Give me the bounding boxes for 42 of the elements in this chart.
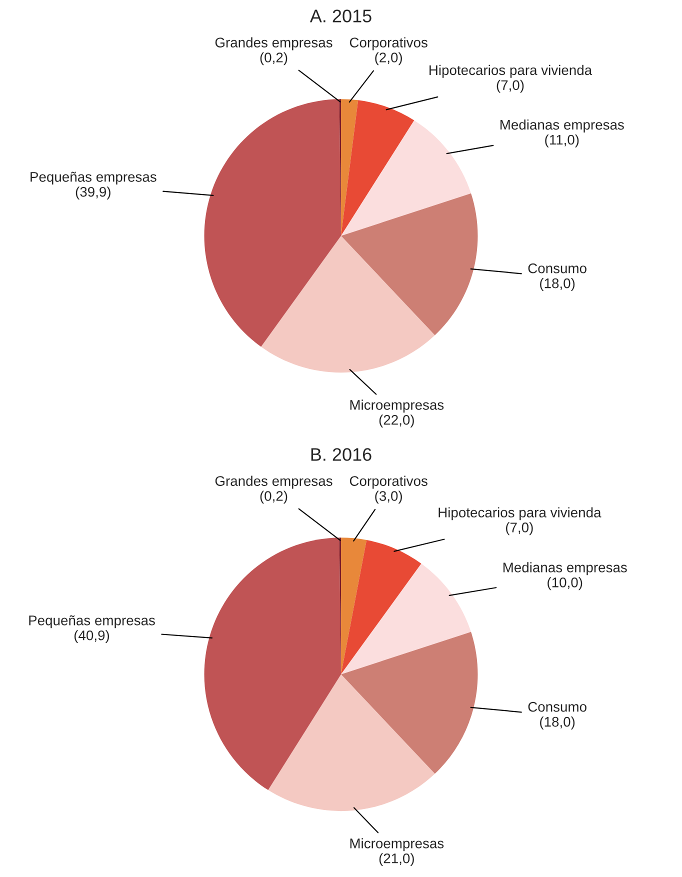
data-label: (10,0) xyxy=(548,577,582,590)
data-label: (39,9) xyxy=(76,186,110,200)
data-label: (0,2) xyxy=(260,490,288,504)
data-label: (11,0) xyxy=(545,134,579,148)
pie-slice xyxy=(341,538,367,674)
slice-label: Hipotecarios para vivienda xyxy=(438,507,602,520)
pie-slice xyxy=(341,99,358,236)
chart-title: B. 2016 xyxy=(311,448,372,461)
slice-label: Grandes empresas xyxy=(215,37,332,50)
slice-label: Corporativos xyxy=(350,37,428,50)
pie-slice xyxy=(341,100,414,236)
data-label: (7,0) xyxy=(496,80,524,93)
data-label: (0,2) xyxy=(260,52,288,66)
data-label: (2,0) xyxy=(375,52,402,66)
pie-slice xyxy=(341,193,478,336)
slice-label: Medianas empresas xyxy=(503,562,627,576)
slice-label: Medianas empresas xyxy=(500,119,624,132)
data-label: (21,0) xyxy=(379,853,414,866)
pie-slice xyxy=(341,540,422,674)
data-label: (3,0) xyxy=(375,490,402,504)
pie-slice xyxy=(204,538,341,790)
pie-slice xyxy=(268,674,435,812)
data-label: (18,0) xyxy=(540,278,575,291)
data-label: (18,0) xyxy=(540,716,575,730)
pie-slice xyxy=(341,120,472,236)
slice-label: Consumo xyxy=(528,263,586,274)
slice-label: Microempresas xyxy=(350,400,444,413)
chart-title: A. 2015 xyxy=(310,10,372,22)
slice-label: Corporativos xyxy=(350,476,428,489)
slice-label: Hipotecarios para vivienda xyxy=(430,64,592,78)
slice-label: Consumo xyxy=(528,702,586,712)
data-label: (22,0) xyxy=(379,414,414,428)
data-label: (40,9) xyxy=(74,630,110,644)
slice-label: Pequeñas empresas xyxy=(30,172,156,185)
pie-slice xyxy=(204,99,341,347)
slice-label: Microempresas xyxy=(350,838,444,852)
pie-slice xyxy=(261,236,435,373)
data-label: (7,0) xyxy=(506,522,533,536)
pie-slice xyxy=(341,632,478,774)
slice-label: Grandes empresas xyxy=(215,476,332,489)
pie-slice xyxy=(341,564,472,674)
slice-label: Pequeñas empresas xyxy=(29,615,155,628)
